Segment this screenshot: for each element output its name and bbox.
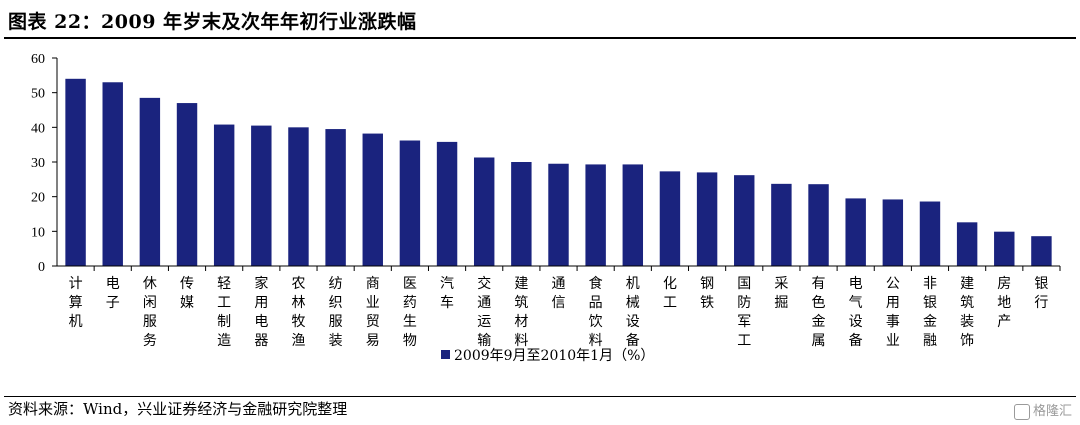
x-category-label: 轻工制造 xyxy=(217,276,231,349)
bar xyxy=(251,125,272,266)
x-category-label: 非银金融 xyxy=(923,276,937,349)
bar xyxy=(176,103,198,266)
bars xyxy=(65,78,1052,267)
x-category-label: 钢铁 xyxy=(700,276,714,311)
watermark-logo-icon xyxy=(1013,403,1030,420)
y-axis: 0 10 20 30 40 50 60 xyxy=(31,52,58,275)
bar xyxy=(473,157,495,266)
bar xyxy=(956,222,978,266)
y-tick-label: 20 xyxy=(31,191,45,206)
bar xyxy=(362,133,383,266)
source-divider xyxy=(4,396,1076,397)
bar xyxy=(994,231,1015,266)
x-category-label: 医药生物 xyxy=(403,276,417,349)
x-category-label: 化工 xyxy=(663,276,677,311)
x-category-label: 传媒 xyxy=(180,276,194,311)
x-category-label: 计算机 xyxy=(69,276,83,330)
x-category-label: 交通运输 xyxy=(477,275,491,349)
x-category-label: 公用事业 xyxy=(886,276,900,349)
x-category-label: 电气设备 xyxy=(849,276,863,349)
bar xyxy=(808,184,829,266)
bar xyxy=(771,183,792,266)
bar xyxy=(585,164,606,266)
x-category-label: 房地产 xyxy=(997,276,1011,330)
watermark: 格隆汇 xyxy=(1013,400,1072,420)
bar xyxy=(919,201,941,266)
x-category-label: 汽车 xyxy=(440,276,454,311)
bar xyxy=(65,78,86,266)
x-category-label: 机械设备 xyxy=(626,276,640,349)
y-tick-label: 60 xyxy=(31,52,45,67)
x-category-label: 食品饮料 xyxy=(589,275,603,349)
bar xyxy=(696,172,718,266)
bar xyxy=(511,162,532,266)
bar xyxy=(882,199,904,266)
x-category-label: 银行 xyxy=(1034,276,1048,311)
x-category-label: 电子 xyxy=(106,276,120,311)
bar xyxy=(399,140,421,266)
x-category-label: 通信 xyxy=(552,276,566,311)
bar xyxy=(659,171,681,266)
bar xyxy=(1031,236,1052,266)
legend-swatch xyxy=(441,350,450,359)
x-category-label: 纺织服装 xyxy=(329,276,343,349)
x-category-label: 家用电器 xyxy=(254,275,268,349)
x-category-label: 国防军工 xyxy=(737,276,751,349)
y-tick-label: 30 xyxy=(31,156,45,171)
bar xyxy=(325,129,346,266)
bar xyxy=(845,198,866,266)
chart-title: 图表 22：2009 年岁末及次年年初行业涨跌幅 xyxy=(8,11,417,33)
x-category-label: 农林牧渔 xyxy=(291,276,305,349)
bar xyxy=(436,141,458,266)
bar xyxy=(548,163,569,266)
x-category-label: 商业贸易 xyxy=(366,276,380,349)
bar xyxy=(622,164,644,266)
x-axis: 计算机 电子 休闲服务 传媒 轻工制造 家用电器 农林牧渔 纺织服装 商业贸易 医药生物 汽车 交通运… xyxy=(57,265,1061,349)
y-tick-label: 10 xyxy=(31,225,45,240)
bar xyxy=(102,82,123,267)
x-category-label: 有色金属 xyxy=(812,276,826,349)
y-tick-label: 40 xyxy=(31,121,45,136)
bar xyxy=(288,127,309,266)
bar xyxy=(734,175,755,266)
x-category-label: 采掘 xyxy=(774,276,788,311)
x-category-label: 休闲服务 xyxy=(143,276,157,349)
y-tick-label: 50 xyxy=(31,87,45,102)
bar xyxy=(213,124,235,266)
bar-chart: 0 10 20 30 40 50 60 计算机 电子 休闲服务 传媒 轻工制造 家用电器 农林牧渔 纺织服… xyxy=(31,52,1061,364)
x-category-label: 建筑装饰 xyxy=(960,276,974,349)
watermark-text: 格隆汇 xyxy=(1032,404,1072,419)
legend: 2009年9月至2010年1月（%） xyxy=(441,348,654,364)
title-divider xyxy=(4,37,1076,39)
y-tick-label: 0 xyxy=(38,260,45,275)
legend-label: 2009年9月至2010年1月（%） xyxy=(454,348,654,364)
bar xyxy=(139,97,161,266)
source-note: 资料来源：Wind，兴业证券经济与金融研究院整理 xyxy=(8,400,348,418)
x-category-label: 建筑材料 xyxy=(514,276,528,349)
